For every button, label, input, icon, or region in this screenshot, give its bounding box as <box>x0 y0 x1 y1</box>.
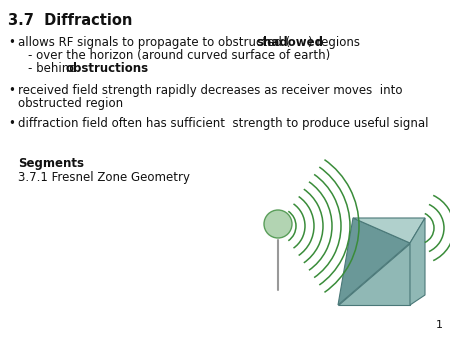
Text: 1: 1 <box>436 320 443 330</box>
Circle shape <box>264 210 292 238</box>
Text: - over the horizon (around curved surface of earth): - over the horizon (around curved surfac… <box>28 49 330 62</box>
Text: Segments: Segments <box>18 157 84 170</box>
Text: diffraction field often has sufficient  strength to produce useful signal: diffraction field often has sufficient s… <box>18 117 428 130</box>
Polygon shape <box>353 218 425 243</box>
Polygon shape <box>338 218 410 305</box>
Text: •: • <box>8 36 15 49</box>
Text: - behind: - behind <box>28 62 81 75</box>
Text: obstructions: obstructions <box>66 62 149 75</box>
Text: •: • <box>8 84 15 97</box>
Text: 3.7  Diffraction: 3.7 Diffraction <box>8 13 132 28</box>
Text: 3.7.1 Fresnel Zone Geometry: 3.7.1 Fresnel Zone Geometry <box>18 171 190 184</box>
Text: allows RF signals to propagate to obstructed (: allows RF signals to propagate to obstru… <box>18 36 290 49</box>
Text: received field strength rapidly decreases as receiver moves  into: received field strength rapidly decrease… <box>18 84 402 97</box>
Polygon shape <box>338 243 410 305</box>
Text: •: • <box>8 117 15 130</box>
Text: obstructed region: obstructed region <box>18 97 123 110</box>
Polygon shape <box>410 218 425 305</box>
Text: shadowed: shadowed <box>256 36 323 49</box>
Text: ) regions: ) regions <box>308 36 360 49</box>
